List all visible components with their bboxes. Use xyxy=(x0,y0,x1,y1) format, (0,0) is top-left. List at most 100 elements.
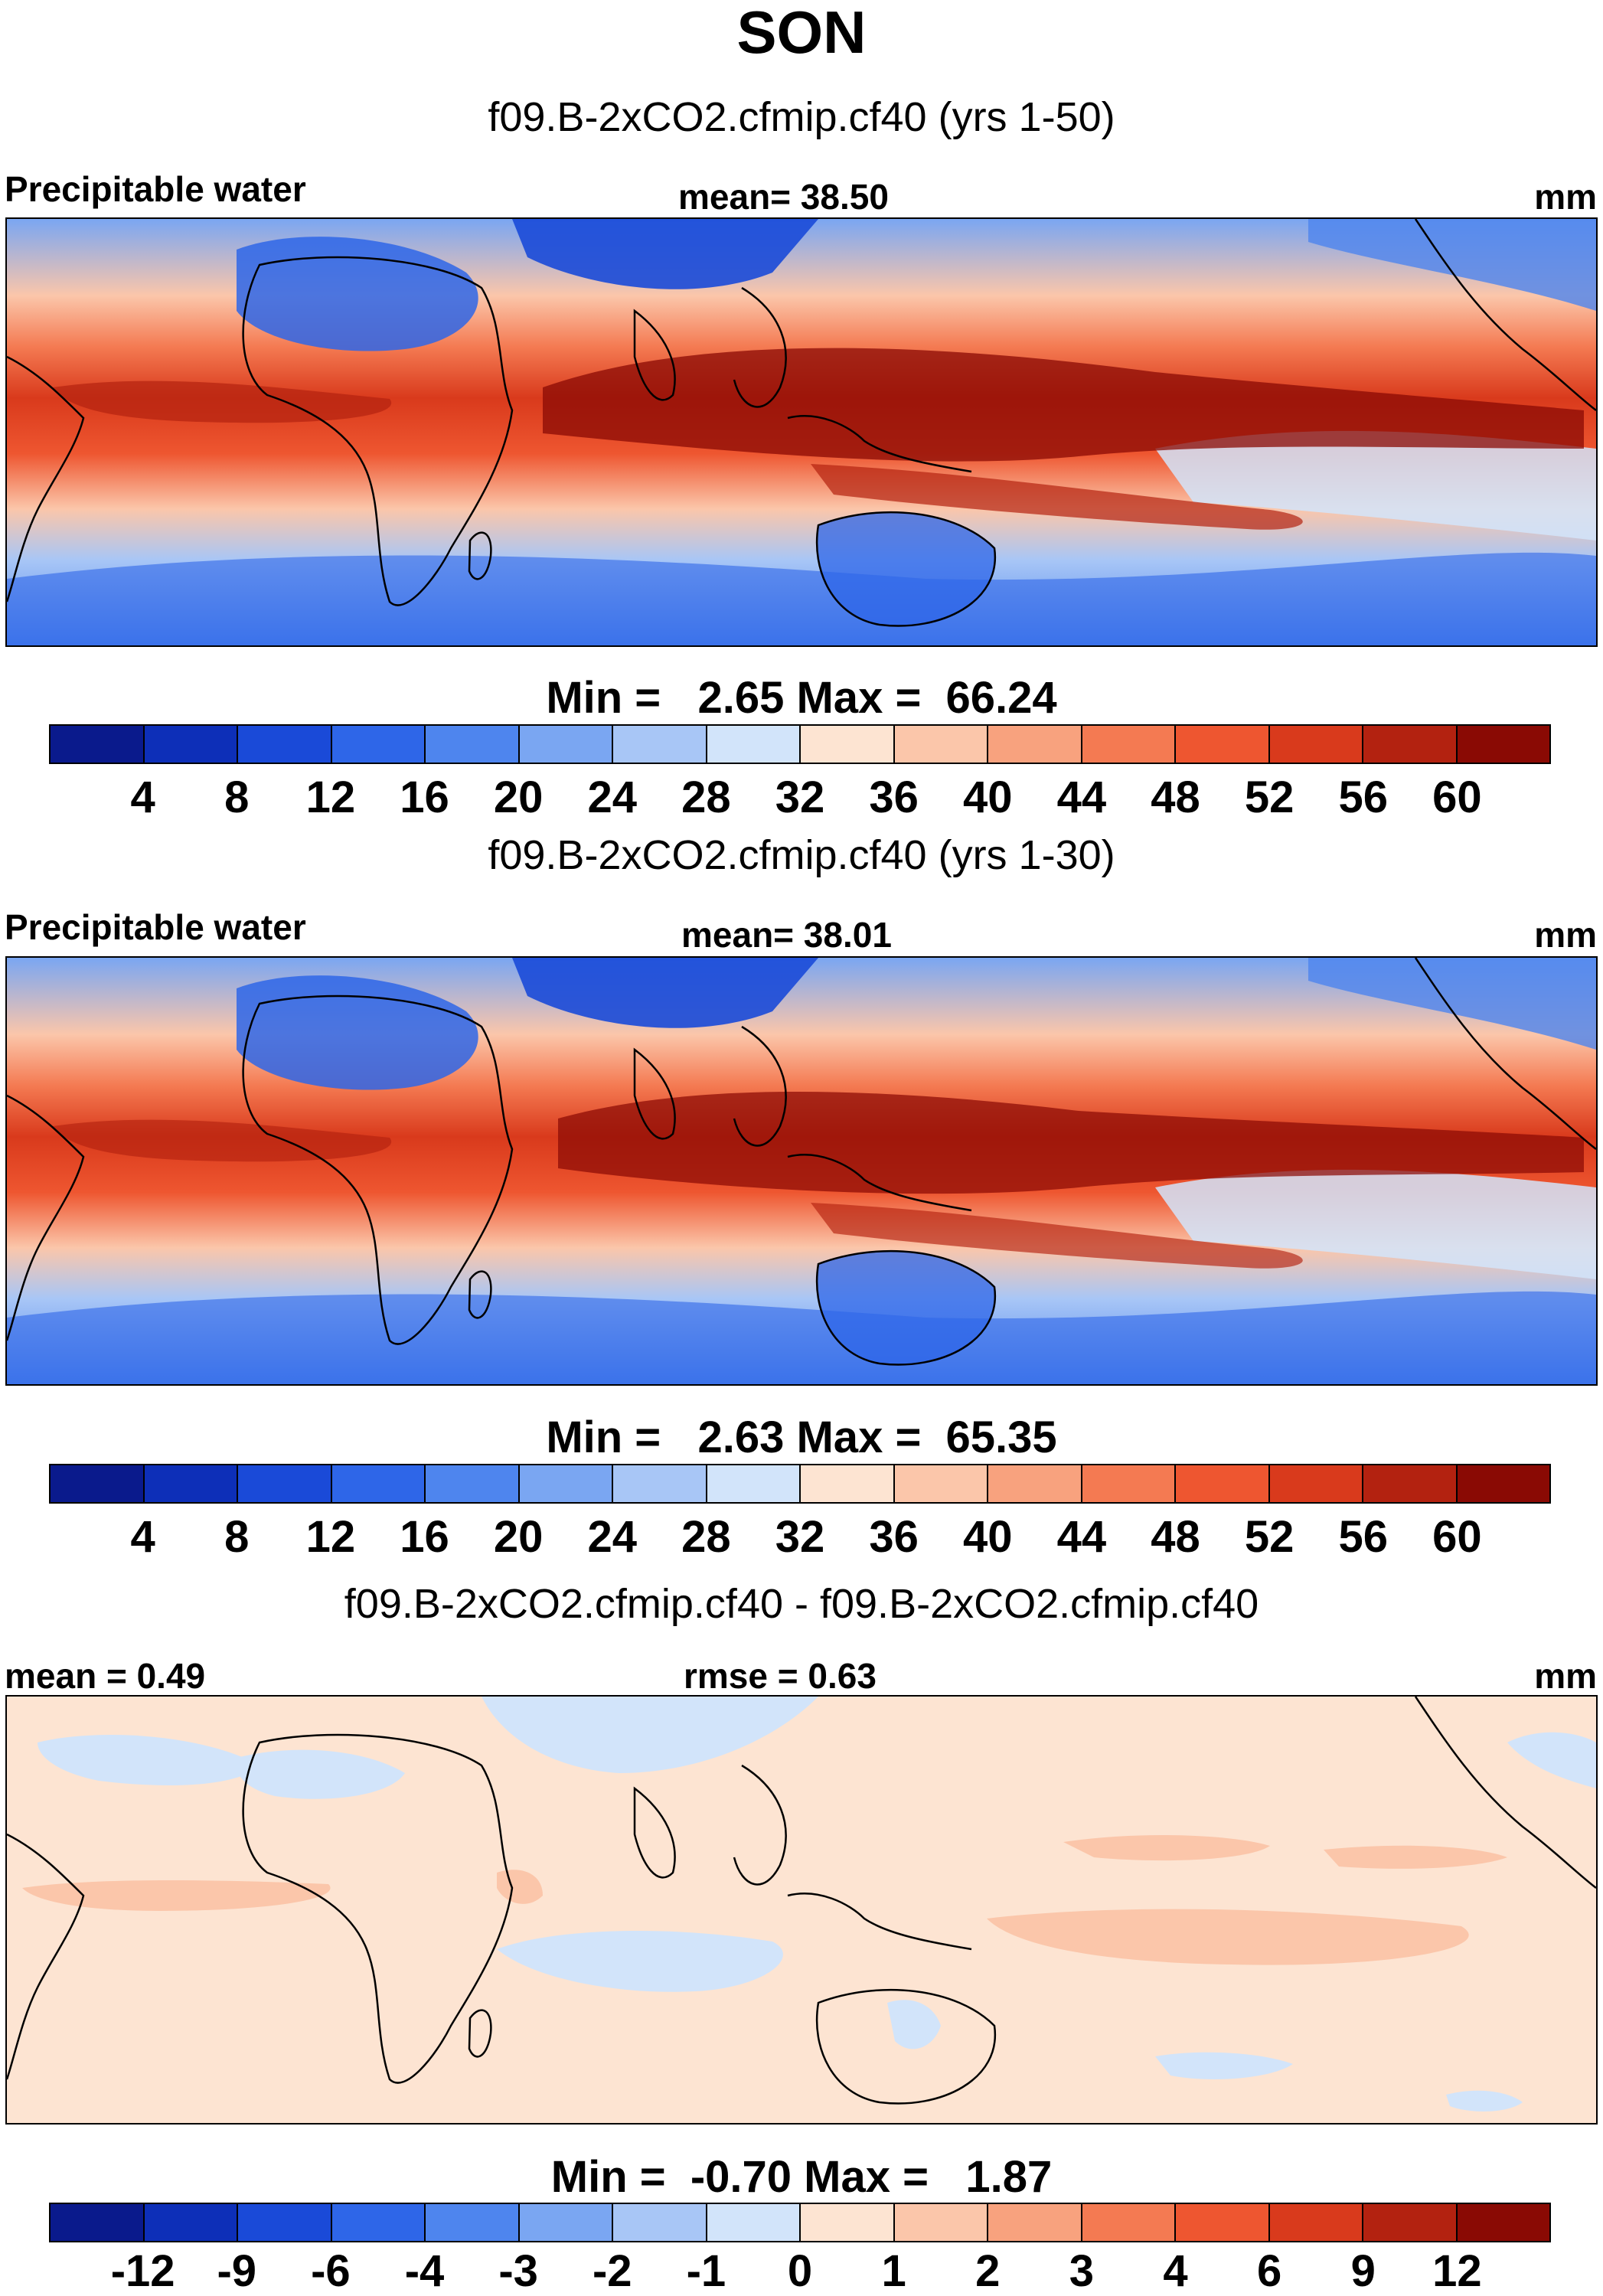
panel-1-variable-label: Precipitable water xyxy=(5,169,306,209)
panel-3-minmax: Min = -0.70 Max = 1.87 xyxy=(550,2152,1053,2202)
colorbar-swatch xyxy=(238,2204,332,2241)
north-america-coastline xyxy=(1414,219,1596,411)
panel-2-minmax: Min = 2.63 Max = 65.35 xyxy=(546,1413,1057,1462)
south-america-coastline xyxy=(7,1094,85,1341)
colorbar-tick-label: 44 xyxy=(1056,1512,1107,1562)
colorbar-tick-label: 1 xyxy=(881,2246,906,2296)
india-coastline xyxy=(633,1786,676,1879)
colorbar-tick-label: 16 xyxy=(400,772,449,822)
colorbar-tick-label: -4 xyxy=(404,2246,445,2296)
panel-3-units-label: mm xyxy=(1534,1656,1597,1696)
south-america-coastline xyxy=(7,1833,85,2080)
panel-1-map xyxy=(5,217,1598,647)
colorbar-swatch xyxy=(1176,1465,1270,1502)
panel-3-colorbar-ticks: -12 -9 -6 -4 -3 -2 -1 0 1 2 3 4 6 9 12 xyxy=(49,2249,1551,2294)
australia-dry-region xyxy=(817,1251,995,1365)
colorbar-tick-label: 12 xyxy=(305,772,356,822)
panel-1-minmax: Min = 2.65 Max = 66.24 xyxy=(546,673,1057,723)
colorbar-tick-label: 60 xyxy=(1432,1512,1482,1562)
colorbar-swatch xyxy=(988,726,1082,763)
colorbar-tick-label: 4 xyxy=(1163,2246,1188,2296)
colorbar-swatch xyxy=(1269,2204,1363,2241)
southeast-asia-coastline xyxy=(733,1025,787,1147)
coastlines xyxy=(7,219,1596,627)
colorbar-tick-label: 48 xyxy=(1151,772,1200,822)
panel-2-map xyxy=(5,956,1598,1386)
colorbar-swatch xyxy=(519,2204,613,2241)
india-coastline xyxy=(633,1047,676,1140)
north-pacific-dry-region xyxy=(1308,958,1596,1050)
colorbar-tick-label: 4 xyxy=(130,1512,155,1562)
colorbar-swatch xyxy=(801,726,895,763)
australia-negative-patch xyxy=(887,2000,941,2049)
africa-coastline xyxy=(242,256,514,606)
panel-1-colorbar-ticks: 4 8 12 16 20 24 28 32 36 40 44 48 52 56 60 xyxy=(49,775,1551,821)
panel-1-mean-label: mean= 38.50 xyxy=(678,177,889,217)
colorbar-swatch xyxy=(51,726,145,763)
australia-coastline xyxy=(815,1988,997,2105)
colorbar-swatch xyxy=(238,726,332,763)
colorbar-tick-label: -3 xyxy=(498,2246,538,2296)
colorbar-swatch xyxy=(426,726,520,763)
colorbar-tick-label: 56 xyxy=(1338,772,1388,822)
panel-2-subtitle: f09.B-2xCO2.cfmip.cf40 (yrs 1-30) xyxy=(488,832,1115,878)
panel-3-subtitle: f09.B-2xCO2.cfmip.cf40 - f09.B-2xCO2.cfm… xyxy=(344,1581,1259,1627)
colorbar-swatch xyxy=(1269,726,1363,763)
warm-pool-moist-core xyxy=(558,1092,1584,1194)
north-america-negative-patch xyxy=(1507,1732,1596,1788)
colorbar-swatch xyxy=(801,1465,895,1502)
colorbar-tick-label: 40 xyxy=(962,772,1013,822)
southeast-pacific-negative-patch xyxy=(1446,2090,1523,2111)
colorbar-tick-label: 40 xyxy=(962,1512,1013,1562)
colorbar-tick-label: 0 xyxy=(787,2246,813,2296)
maritime-continent-coastline xyxy=(787,1154,972,1212)
panel-2-mean-label: mean= 38.01 xyxy=(681,915,892,955)
colorbar-tick-label: 48 xyxy=(1151,1512,1200,1562)
sahara-negative-patch xyxy=(236,1749,405,1799)
indian-ocean-negative-patch xyxy=(497,1931,783,1992)
figure-title: SON xyxy=(736,0,867,66)
colorbar-swatch xyxy=(988,1465,1082,1502)
colorbar-swatch xyxy=(894,1465,988,1502)
colorbar-tick-label: 6 xyxy=(1256,2246,1282,2296)
south-pacific-dry-tongue xyxy=(1155,1169,1596,1279)
colorbar-tick-label: 2 xyxy=(975,2246,1001,2296)
panel-2-units-label: mm xyxy=(1534,915,1597,955)
pacific-north-positive-patch xyxy=(1063,1834,1270,1861)
central-pacific-positive-patch xyxy=(1324,1845,1507,1869)
colorbar-swatch xyxy=(707,726,801,763)
colorbar-swatch xyxy=(519,1465,613,1502)
colorbar-swatch xyxy=(331,1465,426,1502)
pacific-positive-patch xyxy=(987,1909,1469,1965)
coastlines xyxy=(7,1697,1596,2105)
colorbar-tick-label: 4 xyxy=(130,772,155,822)
colorbar-tick-label: 36 xyxy=(869,1512,919,1562)
colorbar-swatch xyxy=(238,1465,332,1502)
colorbar-tick-label: 24 xyxy=(587,772,637,822)
colorbar-tick-label: 12 xyxy=(305,1512,356,1562)
colorbar-tick-label: 20 xyxy=(493,1512,544,1562)
colorbar-tick-label: 8 xyxy=(224,772,250,822)
north-pacific-dry-region xyxy=(1308,219,1596,311)
maritime-continent-coastline xyxy=(787,415,972,473)
colorbar-swatch xyxy=(613,726,707,763)
colorbar-tick-label: 3 xyxy=(1069,2246,1094,2296)
colorbar-swatch xyxy=(426,1465,520,1502)
colorbar-swatch xyxy=(707,1465,801,1502)
colorbar-swatch xyxy=(144,1465,238,1502)
warm-pool-moist-core xyxy=(543,348,1584,462)
colorbar-swatch xyxy=(51,1465,145,1502)
panel-1-subtitle: f09.B-2xCO2.cfmip.cf40 (yrs 1-50) xyxy=(488,94,1115,140)
colorbar-swatch xyxy=(1176,726,1270,763)
colorbar-swatch xyxy=(1176,2204,1270,2241)
panel-2-colorbar xyxy=(49,1464,1551,1504)
colorbar-swatch xyxy=(426,2204,520,2241)
southern-ocean-dry-band xyxy=(7,1291,1596,1384)
colorbar-tick-label: -6 xyxy=(311,2246,351,2296)
panel-2-variable-label: Precipitable water xyxy=(5,907,306,947)
panel-1-colorbar xyxy=(49,724,1551,764)
colorbar-tick-label: 52 xyxy=(1244,1512,1294,1562)
colorbar-swatch xyxy=(1457,2204,1549,2241)
panel-3-mean-label: mean = 0.49 xyxy=(5,1656,206,1696)
colorbar-swatch xyxy=(801,2204,895,2241)
